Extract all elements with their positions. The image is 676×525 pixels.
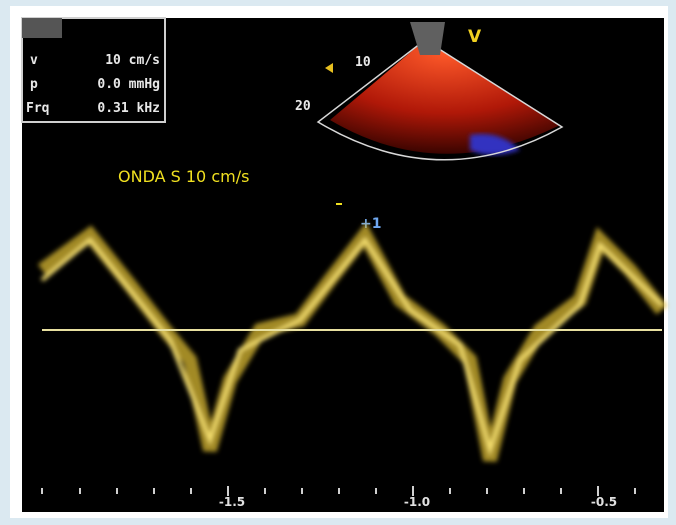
- axis-label: -0.5: [591, 495, 617, 509]
- depth-label: 20: [295, 99, 311, 114]
- info-label: Frq: [26, 101, 49, 116]
- page: {"info_box": {"rows": [["v", "10 cm/s"],…: [0, 0, 676, 525]
- info-value: 10 cm/s: [105, 53, 160, 68]
- annotation: ONDA S 10 cm/s: [118, 167, 249, 186]
- axis-label: -1.5: [219, 495, 245, 509]
- info-label: p: [30, 77, 38, 92]
- view-marker: V: [468, 27, 482, 47]
- info-label: v: [30, 53, 38, 68]
- info-value: 0.0 mmHg: [97, 77, 160, 92]
- info-value: 0.31 kHz: [97, 101, 160, 116]
- depth-label: 10: [355, 55, 371, 70]
- axis-label: -1.0: [404, 495, 430, 509]
- screenshot: v 10 cm/s p 0.0 mmHg Frq 0.31 kHz 10 20 …: [0, 0, 676, 525]
- info-icon: [22, 18, 62, 38]
